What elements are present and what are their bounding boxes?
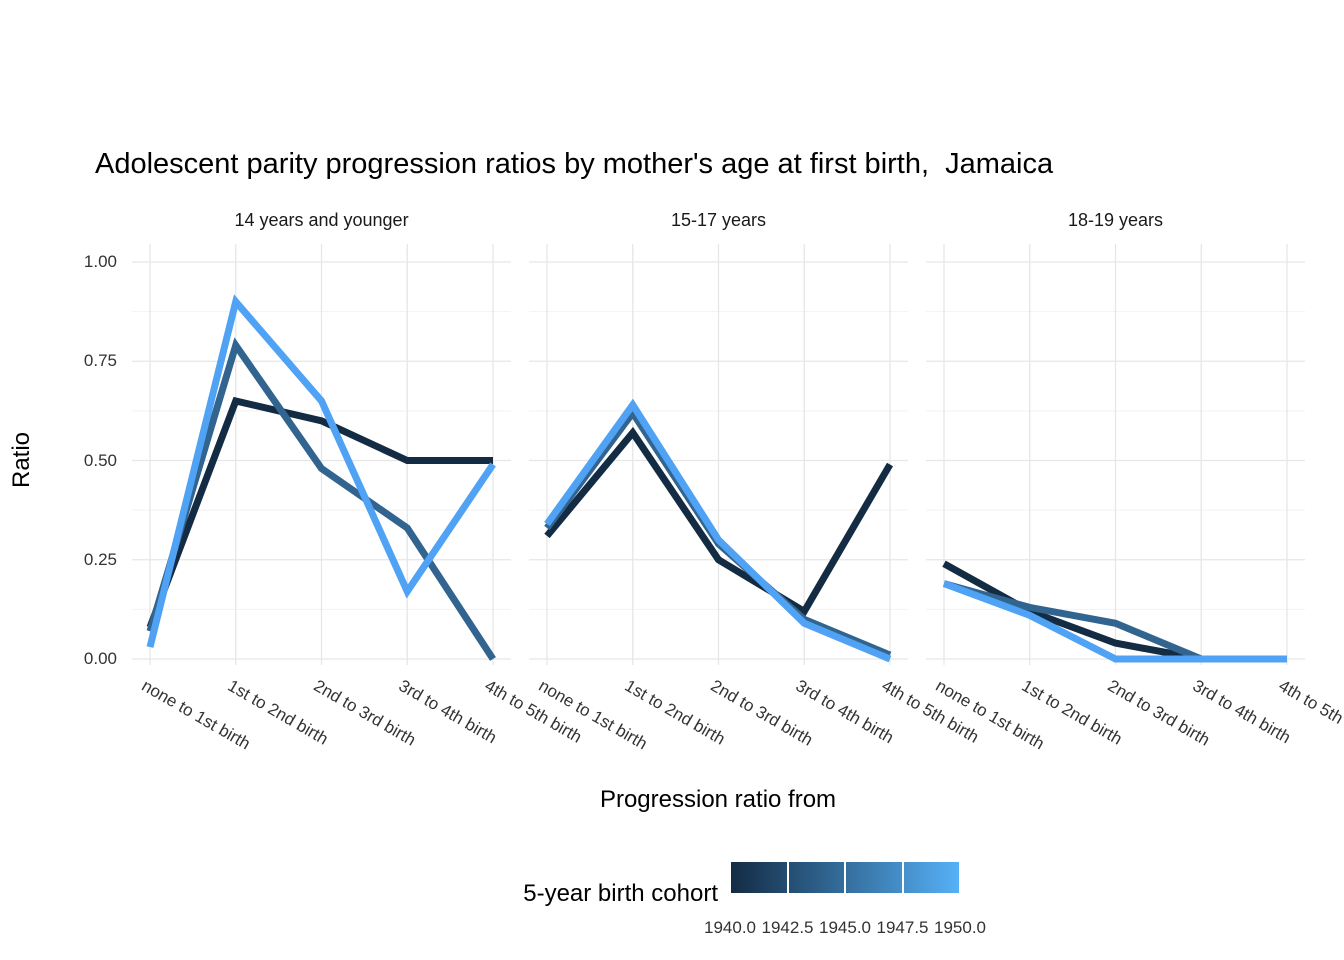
legend-tick-label: 1942.5 [761,918,814,937]
series-line-1940-cohort [544,426,894,617]
y-tick-label: 1.00 [83,252,117,271]
legend-tick-label: 1945.0 [819,918,871,937]
facet-label-0: 14 years and younger [234,210,409,230]
facet-panel-2 [926,244,1305,665]
facet-panel-1 [529,244,908,665]
legend-tick-label: 1950.0 [934,918,986,937]
facet-label-1: 15-17 years [670,210,767,230]
legend-colorbar-tick [786,862,789,893]
series-line-1945-cohort [146,337,496,661]
facet-label-2: 18-19 years [1067,210,1164,230]
legend-colorbar [729,862,961,893]
legend-colorbar-tick [959,862,961,893]
legend-colorbar-tick [844,862,846,893]
series-line-1940-cohort [146,396,493,629]
legend-tick-label: 1940.0 [704,918,756,937]
y-axis-title: Ratio [8,431,35,489]
chart-title: Adolescent parity progression ratios by … [95,148,1054,180]
series-line-1950-cohort [942,580,1287,663]
y-tick-label: 0.25 [83,549,117,569]
facet-panel-0 [132,244,511,665]
series-line-1950-cohort [146,294,496,648]
legend-tick-label: 1947.5 [876,918,929,937]
y-tick-label: 0.50 [83,450,117,470]
y-tick-label: 0.00 [83,649,117,668]
legend-colorbar-tick [729,862,731,893]
y-tick-label: 0.75 [83,351,117,371]
legend-title: 5-year birth cohort [523,880,718,907]
series-line-1950-cohort [544,398,892,663]
x-axis-title: Progression ratio from [599,786,837,813]
legend-colorbar-tick [901,862,904,893]
